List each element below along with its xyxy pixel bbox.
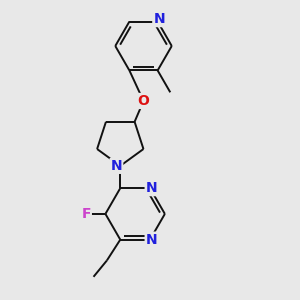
Text: O: O xyxy=(138,94,149,108)
Text: N: N xyxy=(111,159,122,173)
Text: F: F xyxy=(81,207,91,221)
Text: N: N xyxy=(146,232,157,247)
Text: N: N xyxy=(146,181,157,195)
Text: N: N xyxy=(153,12,165,26)
